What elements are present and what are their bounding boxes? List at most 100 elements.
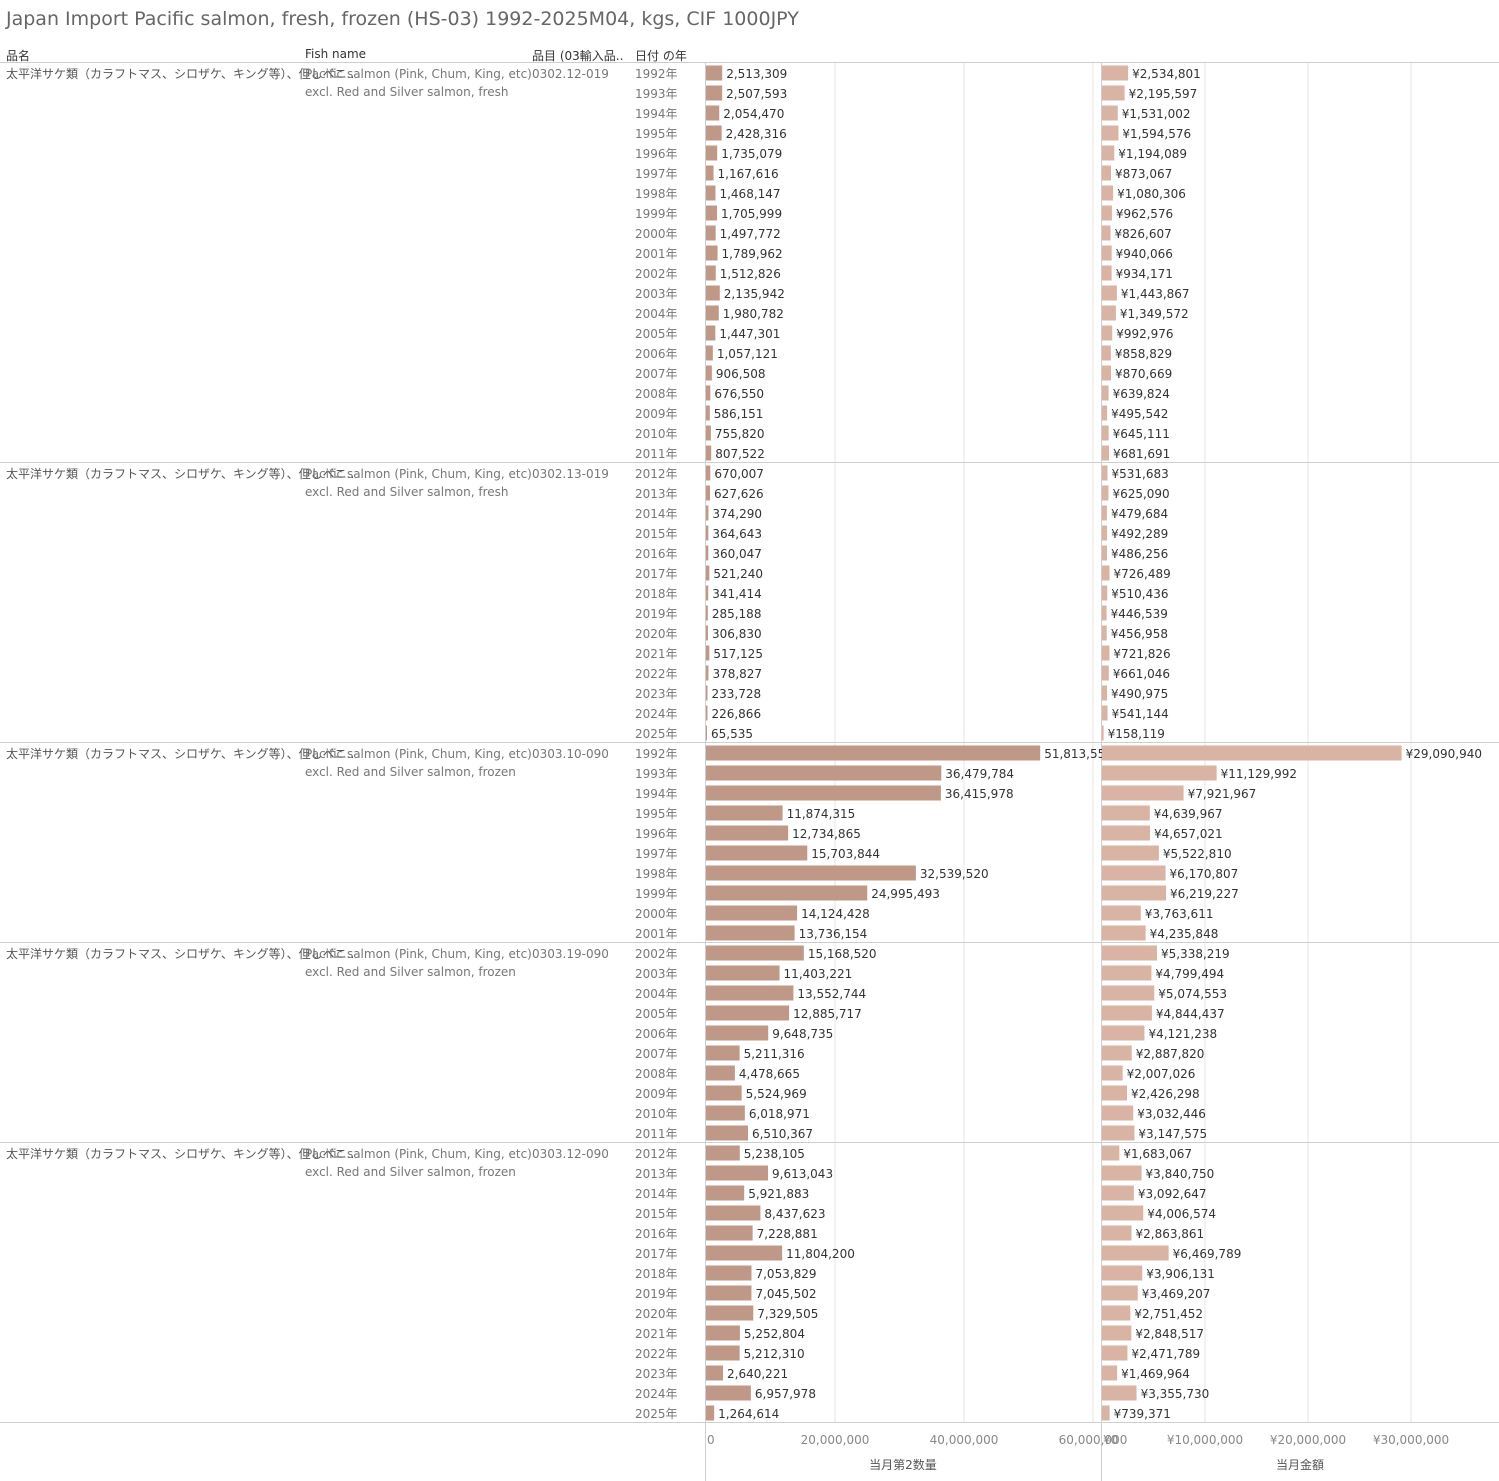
- value-bar[interactable]: [1102, 1065, 1123, 1081]
- value-bar[interactable]: [1102, 1005, 1152, 1021]
- qty-bar[interactable]: [706, 925, 795, 941]
- value-bar[interactable]: [1102, 1245, 1169, 1261]
- value-bar[interactable]: [1102, 705, 1108, 721]
- value-bar[interactable]: [1102, 465, 1108, 481]
- value-bar[interactable]: [1102, 905, 1141, 921]
- value-bar[interactable]: [1102, 505, 1107, 521]
- value-bar[interactable]: [1102, 405, 1108, 421]
- qty-bar[interactable]: [706, 145, 718, 161]
- qty-bar[interactable]: [706, 185, 716, 201]
- qty-bar[interactable]: [706, 385, 711, 401]
- value-bar[interactable]: [1102, 1405, 1110, 1421]
- value-bar[interactable]: [1102, 605, 1107, 621]
- qty-bar[interactable]: [706, 245, 718, 261]
- qty-bar[interactable]: [706, 825, 789, 841]
- value-bar[interactable]: [1102, 665, 1109, 681]
- qty-bar[interactable]: [706, 845, 808, 861]
- qty-bar[interactable]: [706, 1045, 740, 1061]
- qty-bar[interactable]: [706, 1405, 715, 1421]
- qty-bar[interactable]: [706, 1385, 751, 1401]
- qty-bar[interactable]: [706, 685, 708, 701]
- qty-bar[interactable]: [706, 445, 712, 461]
- value-bar[interactable]: [1102, 625, 1107, 641]
- qty-bar[interactable]: [706, 1145, 740, 1161]
- qty-bar[interactable]: [706, 725, 707, 741]
- header-fish-name[interactable]: Fish name: [305, 47, 367, 61]
- qty-bar[interactable]: [706, 1345, 740, 1361]
- qty-bar[interactable]: [706, 1365, 724, 1381]
- value-bar[interactable]: [1102, 165, 1111, 181]
- qty-bar[interactable]: [706, 705, 708, 721]
- qty-bar[interactable]: [706, 1025, 769, 1041]
- value-bar[interactable]: [1102, 805, 1150, 821]
- qty-bar[interactable]: [706, 745, 1041, 761]
- qty-bar[interactable]: [706, 405, 710, 421]
- value-bar[interactable]: [1102, 345, 1111, 361]
- value-bar[interactable]: [1102, 1165, 1142, 1181]
- value-bar[interactable]: [1102, 1085, 1127, 1101]
- qty-bar[interactable]: [706, 1205, 761, 1221]
- value-bar[interactable]: [1102, 1325, 1132, 1341]
- value-bar[interactable]: [1102, 1145, 1120, 1161]
- qty-bar[interactable]: [706, 1065, 735, 1081]
- qty-bar[interactable]: [706, 65, 723, 81]
- qty-bar[interactable]: [706, 965, 780, 981]
- value-bar[interactable]: [1102, 845, 1159, 861]
- qty-bar[interactable]: [706, 345, 713, 361]
- value-bar[interactable]: [1102, 1225, 1132, 1241]
- qty-bar[interactable]: [706, 545, 709, 561]
- qty-bar[interactable]: [706, 305, 719, 321]
- qty-bar[interactable]: [706, 565, 710, 581]
- qty-bar[interactable]: [706, 525, 709, 541]
- qty-bar[interactable]: [706, 205, 718, 221]
- value-bar[interactable]: [1102, 865, 1166, 881]
- value-bar[interactable]: [1102, 585, 1108, 601]
- qty-bar[interactable]: [706, 585, 709, 601]
- value-bar[interactable]: [1102, 265, 1112, 281]
- value-bar[interactable]: [1102, 685, 1108, 701]
- qty-bar[interactable]: [706, 105, 720, 121]
- header-hinmoku[interactable]: 品目 (03輸入品..: [532, 49, 624, 63]
- value-bar[interactable]: [1102, 1365, 1118, 1381]
- value-bar[interactable]: [1102, 185, 1114, 201]
- value-bar[interactable]: [1102, 925, 1146, 941]
- value-bar[interactable]: [1102, 425, 1109, 441]
- value-bar[interactable]: [1102, 365, 1111, 381]
- value-bar[interactable]: [1102, 1185, 1134, 1201]
- qty-bar[interactable]: [706, 1005, 790, 1021]
- value-bar[interactable]: [1102, 785, 1184, 801]
- qty-bar[interactable]: [706, 325, 716, 341]
- value-bar[interactable]: [1102, 1125, 1135, 1141]
- qty-bar[interactable]: [706, 1265, 752, 1281]
- value-bar[interactable]: [1102, 485, 1109, 501]
- value-bar[interactable]: [1102, 1205, 1144, 1221]
- qty-bar[interactable]: [706, 1285, 752, 1301]
- value-bar[interactable]: [1102, 965, 1152, 981]
- value-bar[interactable]: [1102, 725, 1104, 741]
- qty-bar[interactable]: [706, 1185, 745, 1201]
- value-bar[interactable]: [1102, 945, 1157, 961]
- value-bar[interactable]: [1102, 245, 1112, 261]
- value-bar[interactable]: [1102, 145, 1115, 161]
- value-bar[interactable]: [1102, 445, 1110, 461]
- qty-bar[interactable]: [706, 905, 798, 921]
- value-bar[interactable]: [1102, 325, 1113, 341]
- value-bar[interactable]: [1102, 1305, 1131, 1321]
- qty-bar[interactable]: [706, 1125, 748, 1141]
- header-hinmei[interactable]: 品名: [6, 49, 31, 63]
- value-bar[interactable]: [1102, 1025, 1145, 1041]
- qty-bar[interactable]: [706, 645, 710, 661]
- qty-bar[interactable]: [706, 1325, 740, 1341]
- value-bar[interactable]: [1102, 65, 1129, 81]
- qty-bar[interactable]: [706, 265, 716, 281]
- value-bar[interactable]: [1102, 1345, 1128, 1361]
- value-bar[interactable]: [1102, 545, 1108, 561]
- qty-bar[interactable]: [706, 1305, 754, 1321]
- value-bar[interactable]: [1102, 985, 1155, 1001]
- qty-bar[interactable]: [706, 165, 714, 181]
- value-bar[interactable]: [1102, 885, 1167, 901]
- qty-bar[interactable]: [706, 665, 709, 681]
- qty-bar[interactable]: [706, 225, 716, 241]
- value-bar[interactable]: [1102, 225, 1111, 241]
- qty-bar[interactable]: [706, 785, 941, 801]
